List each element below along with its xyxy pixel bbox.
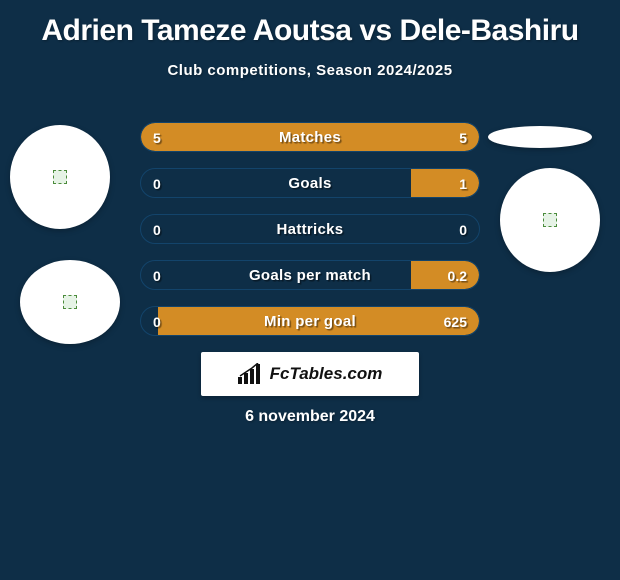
stat-label: Goals per match: [141, 261, 479, 290]
bars-icon: [238, 363, 264, 385]
player-right-name: Dele-Bashiru: [400, 14, 579, 47]
stat-row: 00Hattricks: [140, 214, 480, 244]
stat-row: 00.2Goals per match: [140, 260, 480, 290]
subtitle: Club competitions, Season 2024/2025: [0, 62, 620, 79]
vs-text: vs: [359, 14, 391, 47]
player-left-name: Adrien Tameze Aoutsa: [41, 14, 351, 47]
page-title: Adrien Tameze Aoutsa vs Dele-Bashiru: [0, 0, 620, 48]
source-badge-text: FcTables.com: [270, 364, 383, 384]
date-label: 6 november 2024: [0, 408, 620, 426]
stat-label: Matches: [141, 123, 479, 152]
stat-row: 0625Min per goal: [140, 306, 480, 336]
source-badge: FcTables.com: [201, 352, 419, 396]
stat-row: 01Goals: [140, 168, 480, 198]
stat-label: Goals: [141, 169, 479, 198]
player-left-avatar-2: [20, 260, 120, 344]
comparison-card: Adrien Tameze Aoutsa vs Dele-Bashiru Clu…: [0, 0, 620, 580]
image-placeholder-icon: [63, 295, 77, 309]
stats-list: 55Matches 01Goals 00Hattricks 00.2Goals per…: [140, 122, 480, 352]
decor-ellipse: [488, 126, 592, 148]
player-left-avatar-1: [10, 125, 110, 229]
image-placeholder-icon: [543, 213, 557, 227]
stat-label: Min per goal: [141, 307, 479, 336]
stat-label: Hattricks: [141, 215, 479, 244]
image-placeholder-icon: [53, 170, 67, 184]
player-right-avatar-1: [500, 168, 600, 272]
stat-row: 55Matches: [140, 122, 480, 152]
